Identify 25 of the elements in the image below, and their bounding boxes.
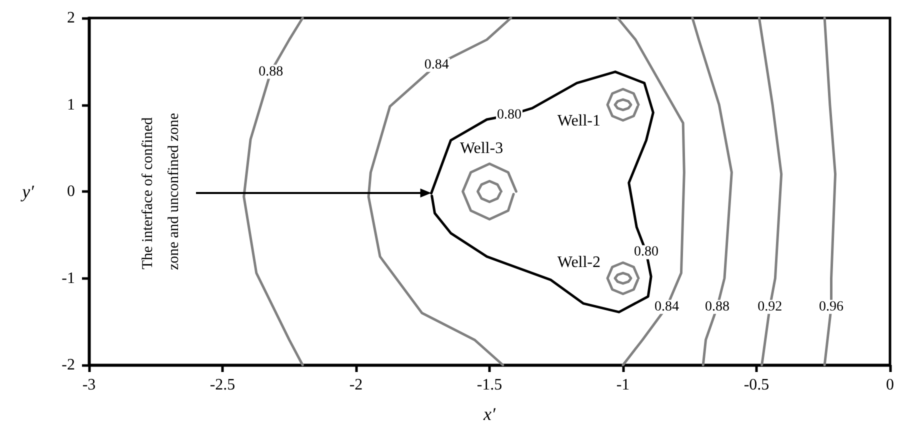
line-series [614, 272, 632, 285]
series-label: Well-1 [557, 112, 601, 130]
annotation: The interface of confined zone and unconfined zone [140, 112, 182, 270]
line-series [476, 180, 502, 204]
series-label: Well-3 [460, 140, 504, 158]
x-tick-label: -3 [82, 376, 96, 394]
y-tick-label: 1 [67, 96, 75, 114]
line-series [462, 162, 518, 221]
x-tick-label: 0 [886, 376, 894, 394]
y-tick-label: -1 [62, 270, 75, 287]
x-tick-label: -1 [616, 376, 630, 394]
x-tick-label: -0.5 [744, 376, 770, 394]
line-series [606, 88, 640, 122]
y-tick-label: -2 [62, 356, 75, 374]
line-series [756, 16, 784, 366]
series-label: Well-2 [557, 254, 601, 271]
y-axis-title: y′ [20, 182, 36, 202]
line-series [606, 261, 640, 296]
x-axis-title: x′ [482, 404, 497, 424]
x-tick-label: -2.5 [210, 376, 236, 394]
y-tick-label: 0 [67, 183, 75, 200]
line-series [614, 98, 632, 112]
x-tick-label: -1.5 [476, 376, 502, 394]
x-tick-label: -2 [349, 376, 363, 394]
y-tick-label: 2 [67, 10, 75, 26]
